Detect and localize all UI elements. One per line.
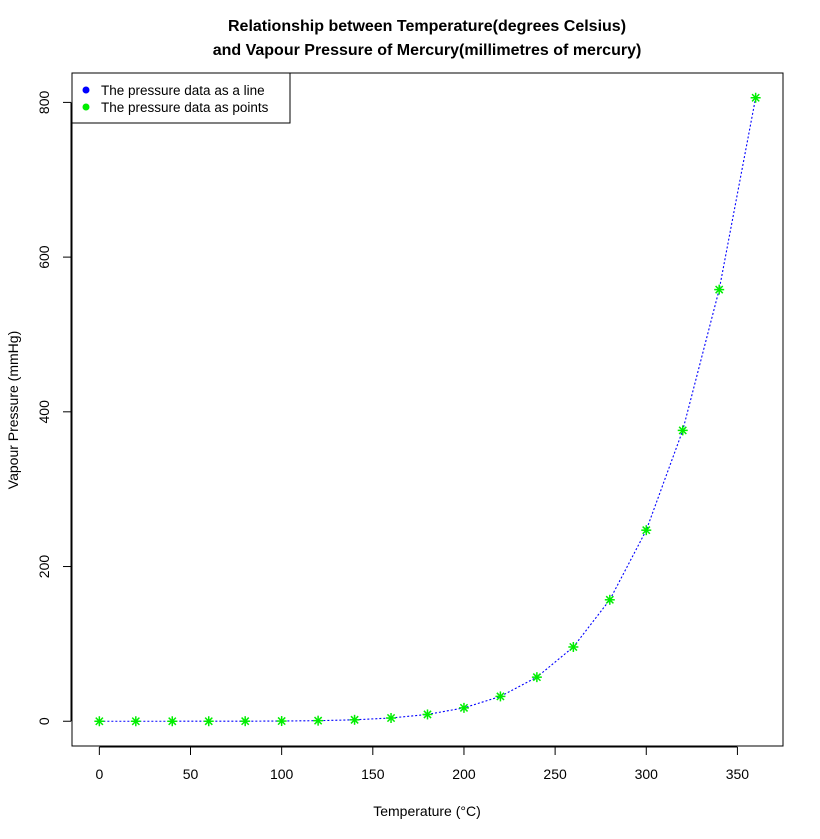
series-line	[99, 97, 757, 722]
point-stroke	[423, 710, 432, 719]
chart-title-line-1: Relationship between Temperature(degrees…	[228, 18, 626, 35]
y-axis: 0 200 400 600 800	[36, 91, 72, 725]
data-point	[276, 716, 287, 727]
point-stroke	[204, 717, 213, 726]
y-tick-label: 800	[36, 91, 52, 115]
point-stroke	[496, 692, 505, 701]
data-point	[714, 284, 725, 295]
x-axis-label: Temperature (°C)	[373, 803, 481, 819]
data-point	[677, 425, 688, 436]
x-axis: 0 50 100 150 200 250 300 350	[95, 746, 750, 782]
data-point	[240, 716, 251, 727]
x-tick-label: 350	[726, 766, 750, 782]
point-stroke	[459, 703, 469, 712]
point-stroke	[168, 717, 177, 726]
y-tick-label: 600	[36, 245, 52, 269]
legend-line-marker	[82, 86, 90, 94]
plot-area-frame	[71, 72, 784, 747]
point-stroke	[678, 426, 687, 435]
point-stroke	[350, 715, 359, 724]
data-point	[458, 702, 469, 713]
data-point	[750, 92, 761, 103]
x-tick-label: 0	[95, 766, 103, 782]
point-stroke	[241, 717, 250, 726]
data-point	[349, 714, 360, 725]
legend-points-label: The pressure data as points	[101, 100, 269, 115]
legend-line-label: The pressure data as a line	[101, 83, 265, 98]
data-point	[386, 712, 397, 723]
y-tick-label: 200	[36, 555, 52, 579]
point-stroke	[532, 673, 542, 682]
x-tick-label: 250	[543, 766, 567, 782]
point-stroke	[605, 595, 614, 604]
x-tick-label: 200	[452, 766, 476, 782]
data-point	[203, 716, 214, 727]
y-tick-label: 400	[36, 400, 52, 424]
x-tick-label: 100	[270, 766, 294, 782]
x-tick-label: 50	[183, 766, 199, 782]
point-stroke	[715, 285, 724, 294]
chart-title-line-2: and Vapour Pressure of Mercury(millimetr…	[213, 42, 642, 59]
data-point	[495, 691, 506, 702]
legend-box	[71, 72, 291, 124]
data-point	[641, 525, 652, 536]
point-stroke	[313, 716, 323, 725]
legend-points-marker	[82, 103, 90, 111]
data-point	[422, 709, 433, 720]
data-point	[167, 716, 178, 727]
x-tick-label: 150	[361, 766, 385, 782]
series-layer	[94, 92, 761, 727]
point-stroke	[569, 642, 578, 652]
data-point	[94, 716, 105, 727]
legend: The pressure data as a line The pressure…	[71, 72, 291, 124]
point-stroke	[95, 717, 104, 726]
data-point	[568, 641, 579, 652]
data-point	[531, 672, 542, 683]
point-stroke	[131, 717, 140, 726]
y-tick-label: 0	[36, 717, 52, 725]
point-stroke	[751, 93, 760, 102]
y-axis-label: Vapour Pressure (mmHg)	[5, 331, 21, 489]
point-stroke	[386, 713, 396, 723]
point-stroke	[277, 716, 286, 726]
point-stroke	[642, 526, 651, 535]
data-point	[130, 716, 141, 727]
data-point	[604, 594, 615, 605]
data-point	[313, 715, 324, 726]
x-tick-label: 300	[635, 766, 659, 782]
